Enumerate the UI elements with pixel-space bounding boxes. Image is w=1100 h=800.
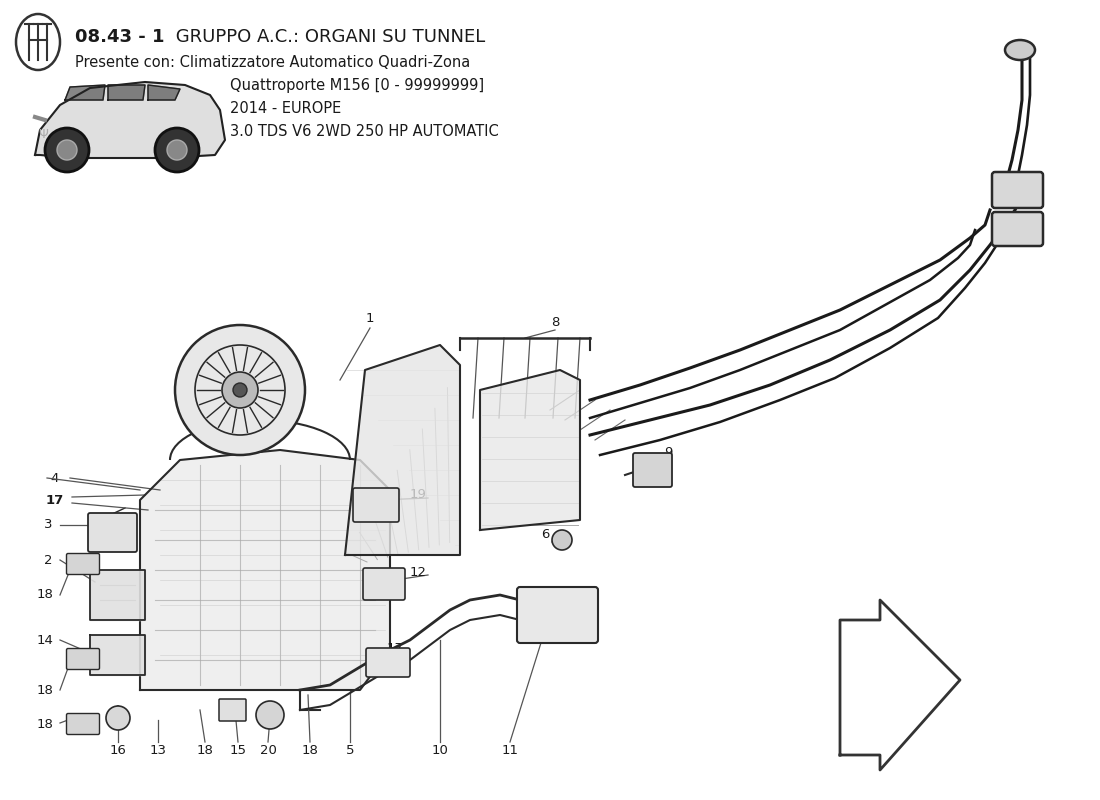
Text: 18: 18: [36, 718, 54, 731]
Polygon shape: [840, 600, 960, 770]
Text: 2014 - EUROPE: 2014 - EUROPE: [230, 101, 341, 116]
Text: 14: 14: [36, 634, 54, 646]
Polygon shape: [90, 570, 145, 620]
Text: 20: 20: [260, 743, 276, 757]
Circle shape: [155, 128, 199, 172]
Text: Quattroporte M156 [0 - 99999999]: Quattroporte M156 [0 - 99999999]: [230, 78, 484, 93]
Text: 6: 6: [541, 529, 549, 542]
Text: Ψ: Ψ: [39, 129, 48, 142]
Polygon shape: [148, 85, 180, 100]
FancyBboxPatch shape: [992, 172, 1043, 208]
Text: 8: 8: [551, 315, 559, 329]
FancyBboxPatch shape: [992, 212, 1043, 246]
Text: 10: 10: [431, 743, 449, 757]
Polygon shape: [480, 370, 580, 530]
FancyBboxPatch shape: [517, 587, 598, 643]
Text: 1: 1: [365, 311, 374, 325]
Circle shape: [552, 530, 572, 550]
FancyBboxPatch shape: [219, 699, 246, 721]
FancyBboxPatch shape: [632, 453, 672, 487]
Text: 11: 11: [502, 743, 518, 757]
Text: 4: 4: [51, 471, 59, 485]
Polygon shape: [140, 450, 390, 690]
FancyBboxPatch shape: [366, 648, 410, 677]
Text: 18: 18: [36, 683, 54, 697]
Text: 3.0 TDS V6 2WD 250 HP AUTOMATIC: 3.0 TDS V6 2WD 250 HP AUTOMATIC: [230, 124, 498, 139]
Text: 19: 19: [409, 489, 427, 502]
FancyBboxPatch shape: [66, 714, 99, 734]
Circle shape: [106, 706, 130, 730]
Circle shape: [167, 140, 187, 160]
Circle shape: [222, 372, 258, 408]
Circle shape: [175, 325, 305, 455]
Text: 12: 12: [409, 566, 427, 579]
Text: GRUPPO A.C.: ORGANI SU TUNNEL: GRUPPO A.C.: ORGANI SU TUNNEL: [170, 28, 485, 46]
Text: 17: 17: [46, 494, 64, 506]
FancyBboxPatch shape: [363, 568, 405, 600]
Text: 9: 9: [663, 446, 672, 459]
FancyBboxPatch shape: [66, 649, 99, 670]
Polygon shape: [65, 85, 104, 100]
Text: 18: 18: [301, 743, 318, 757]
Text: 18: 18: [36, 589, 54, 602]
Text: 08.43 - 1: 08.43 - 1: [75, 28, 165, 46]
Text: 16: 16: [110, 743, 126, 757]
Text: Presente con: Climatizzatore Automatico Quadri-Zona: Presente con: Climatizzatore Automatico …: [75, 55, 471, 70]
Text: 17: 17: [386, 642, 404, 654]
Ellipse shape: [1005, 40, 1035, 60]
Polygon shape: [108, 85, 145, 100]
Polygon shape: [345, 345, 460, 555]
Text: 13: 13: [150, 743, 166, 757]
Text: 2: 2: [44, 554, 53, 566]
FancyBboxPatch shape: [88, 513, 138, 552]
Circle shape: [57, 140, 77, 160]
Text: 5: 5: [345, 743, 354, 757]
Circle shape: [256, 701, 284, 729]
Text: 18: 18: [197, 743, 213, 757]
FancyBboxPatch shape: [66, 554, 99, 574]
Polygon shape: [90, 635, 145, 675]
Polygon shape: [35, 82, 226, 158]
Circle shape: [233, 383, 248, 397]
Text: 15: 15: [230, 743, 246, 757]
Circle shape: [45, 128, 89, 172]
Text: 3: 3: [44, 518, 53, 531]
FancyBboxPatch shape: [353, 488, 399, 522]
